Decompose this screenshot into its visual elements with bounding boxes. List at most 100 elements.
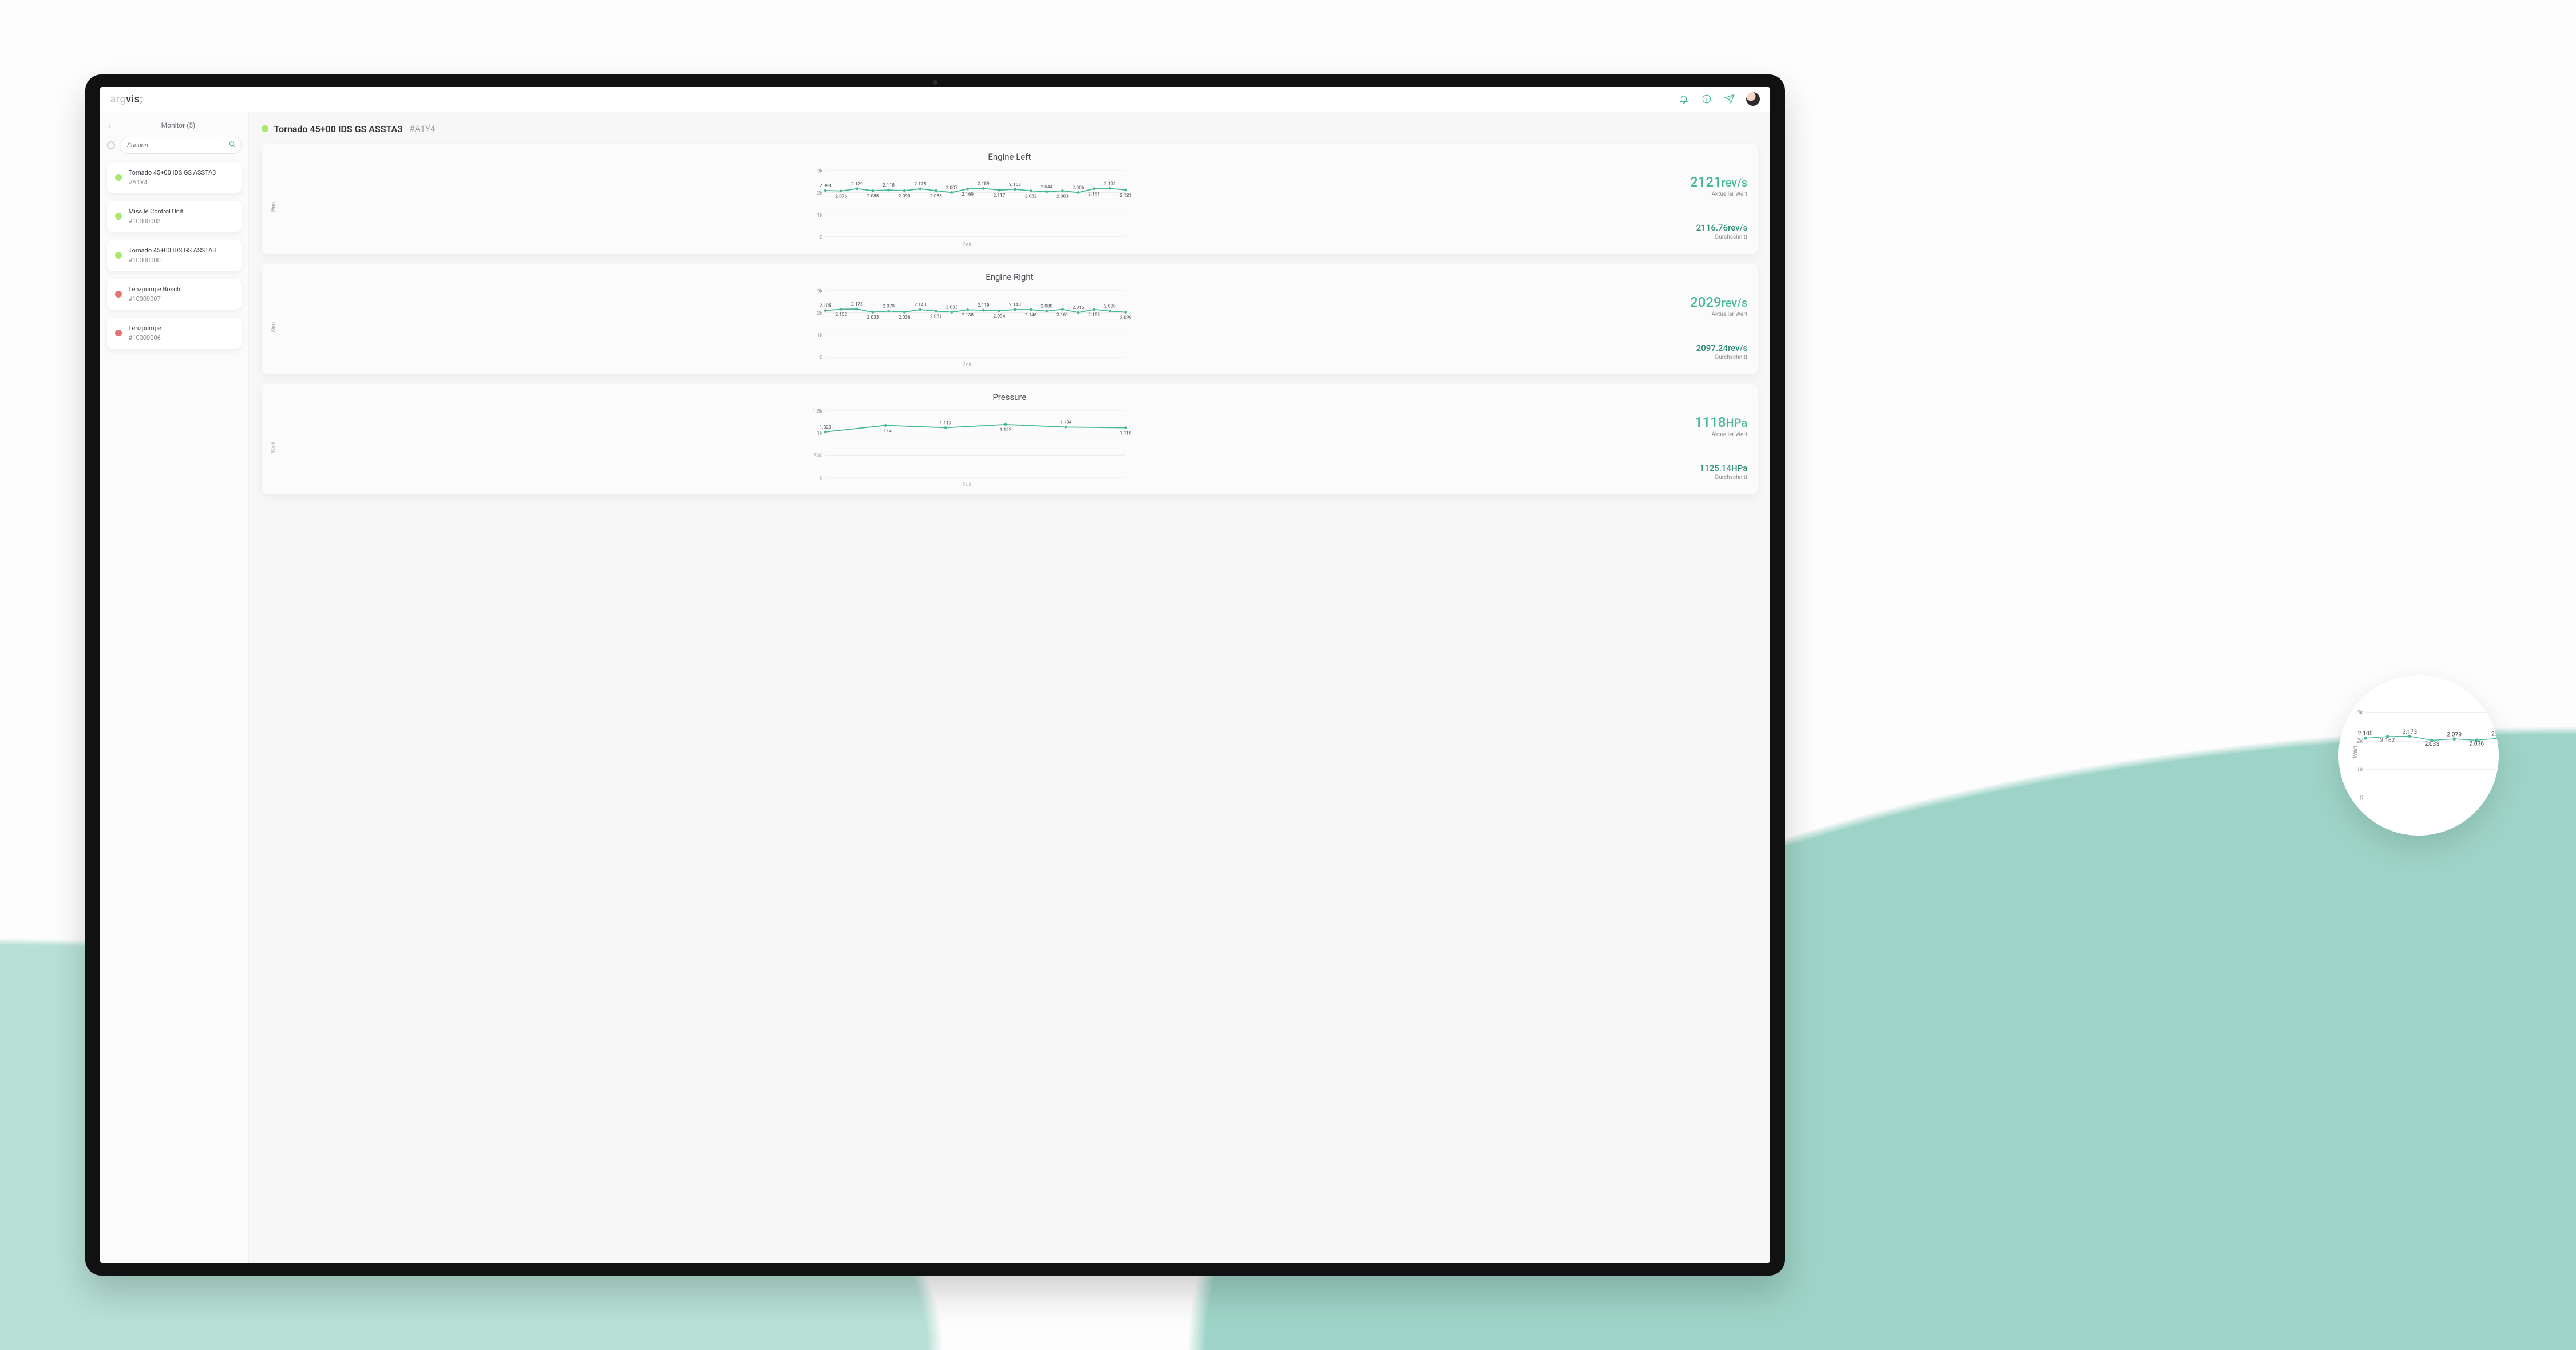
svg-text:2.080: 2.080 [1103, 303, 1115, 309]
search-input[interactable] [120, 137, 241, 153]
svg-text:2.044: 2.044 [1040, 184, 1052, 190]
sidebar-item[interactable]: Missile Control Unit #10000003 [107, 201, 242, 232]
svg-text:2.194: 2.194 [1103, 181, 1115, 187]
svg-text:2.173: 2.173 [2403, 727, 2417, 735]
card-stats: 2029rev/s Aktueller Wert 2097.24rev/s Du… [1673, 287, 1747, 368]
svg-text:2k: 2k [817, 310, 822, 316]
svg-text:2.119: 2.119 [977, 303, 989, 308]
svg-text:2.081: 2.081 [930, 314, 942, 319]
average-label: Durchschnitt [1673, 474, 1747, 481]
current-label: Aktueller Wert [1673, 431, 1747, 438]
status-dot-icon [115, 330, 122, 336]
topbar: argvis; [100, 87, 1771, 112]
search-field [120, 137, 242, 154]
sidebar-item-code: #10000007 [129, 295, 181, 303]
status-dot-icon [262, 125, 268, 132]
sidebar-item[interactable]: Lenzpumpe Bosch #10000007 [107, 279, 242, 310]
svg-text:2.105: 2.105 [2358, 730, 2373, 737]
svg-text:2.118: 2.118 [883, 183, 895, 188]
svg-text:2.173: 2.173 [851, 302, 863, 307]
svg-text:2.033: 2.033 [945, 304, 957, 310]
metric-card: Engine Left Wert 01k2k3k2.0982.0762.1792… [262, 144, 1758, 254]
current-label: Aktueller Wert [1673, 191, 1747, 197]
sidebar-item-code: #10000003 [129, 217, 183, 225]
svg-text:2.006: 2.006 [1072, 185, 1084, 191]
back-chevron-icon[interactable]: ‹ [108, 120, 111, 131]
info-icon[interactable] [1700, 93, 1713, 105]
zoom-bubble: Wert 01k2k3k2.1052.1622.1732.0332.0792.0… [2338, 675, 2499, 836]
svg-text:2.148: 2.148 [1009, 302, 1021, 308]
bubble-ylabel: Wert [2352, 746, 2359, 758]
page-title-text: Tornado 45+00 IDS GS ASSTA3 [274, 124, 403, 134]
svg-text:2.033: 2.033 [2424, 739, 2439, 747]
card-stats: 1118HPa Aktueller Wert 1125.14HPa Durchs… [1673, 407, 1747, 488]
sidebar-item[interactable]: Tornado 45+00 IDS GS ASSTA3 #A1Y4 [107, 162, 242, 193]
svg-text:2.153: 2.153 [1009, 182, 1021, 188]
filter-circle-icon[interactable] [107, 141, 115, 149]
svg-text:2.079: 2.079 [883, 303, 895, 309]
svg-text:1.172: 1.172 [879, 428, 891, 434]
chart-ylabel: Wert [271, 442, 276, 453]
chart-ylabel: Wert [271, 322, 276, 332]
current-value: 1118HPa [1673, 414, 1747, 430]
sidebar-item-name: Missile Control Unit [129, 208, 183, 215]
status-dot-icon [115, 213, 122, 220]
svg-text:2.036: 2.036 [898, 315, 910, 320]
sidebar-item-code: #10000000 [129, 256, 216, 264]
current-value: 2029rev/s [1673, 294, 1747, 310]
search-icon[interactable] [228, 140, 236, 151]
sidebar-list: Tornado 45+00 IDS GS ASSTA3 #A1Y4 Missil… [107, 162, 242, 357]
chart-wrap: Wert 05001k1.5k1.0231.1721.1191.1921.134… [272, 407, 1663, 488]
logo-part1: arg [110, 93, 126, 105]
svg-text:2.088: 2.088 [866, 193, 879, 199]
card-title: Pressure [272, 392, 1748, 402]
page-title-id: #A1Y4 [409, 124, 435, 134]
status-dot-icon [115, 174, 122, 181]
sidebar-item-name: Lenzpumpe [129, 324, 161, 332]
svg-text:2.029: 2.029 [1119, 315, 1131, 320]
svg-text:1.5k: 1.5k [812, 408, 822, 414]
chart-xlabel: Zeit [272, 362, 1663, 368]
sidebar-title: Monitor (5) [116, 121, 240, 129]
svg-text:1.134: 1.134 [1059, 419, 1071, 425]
svg-text:0: 0 [820, 474, 822, 481]
svg-text:2.146: 2.146 [1024, 312, 1036, 318]
chart-xlabel: Zeit [272, 242, 1663, 248]
sidebar: ‹ Monitor (5) Tornado 45+00 IDS GS ASSTA… [100, 112, 249, 1264]
svg-text:2.090: 2.090 [898, 193, 910, 199]
svg-text:2.098: 2.098 [819, 183, 831, 189]
metric-card: Engine Right Wert 01k2k3k2.1052.1622.173… [262, 264, 1758, 374]
card-stats: 2121rev/s Aktueller Wert 2116.76rev/s Du… [1673, 167, 1747, 248]
svg-text:2k: 2k [2356, 737, 2363, 744]
svg-text:2.015: 2.015 [1072, 305, 1084, 311]
svg-text:2.175: 2.175 [914, 181, 926, 187]
status-dot-icon [115, 252, 122, 259]
line-chart: 05001k1.5k1.0231.1721.1191.1921.1341.118 [272, 407, 1663, 481]
svg-text:2.083: 2.083 [1056, 193, 1069, 199]
sidebar-item-code: #10000006 [129, 334, 161, 342]
svg-text:2.033: 2.033 [866, 315, 879, 320]
sidebar-item-name: Tornado 45+00 IDS GS ASSTA3 [129, 247, 216, 254]
svg-text:2.007: 2.007 [945, 185, 957, 191]
avatar[interactable] [1746, 92, 1760, 106]
svg-text:3k: 3k [817, 168, 822, 174]
sidebar-item-code: #A1Y4 [129, 179, 216, 186]
svg-text:2.189: 2.189 [977, 181, 989, 187]
logo-part2: vis [126, 93, 140, 105]
page-title: Tornado 45+00 IDS GS ASSTA3 #A1Y4 [262, 124, 1758, 134]
send-icon[interactable] [1723, 93, 1736, 105]
logo-part3: ; [140, 93, 143, 105]
svg-text:2.036: 2.036 [2469, 739, 2484, 747]
svg-text:2.080: 2.080 [1040, 303, 1052, 309]
line-chart: 01k2k3k2.1052.1622.1732.0332.0792.0362.1… [272, 287, 1663, 361]
svg-text:1k: 1k [817, 332, 822, 339]
svg-text:1k: 1k [817, 430, 822, 437]
card-title: Engine Right [272, 272, 1748, 282]
tablet-frame: argvis; ‹ Monitor (5) [85, 74, 1786, 1276]
sidebar-item[interactable]: Lenzpumpe #10000006 [107, 318, 242, 349]
metric-card: Pressure Wert 05001k1.5k1.0231.1721.1191… [262, 384, 1758, 494]
sidebar-item[interactable]: Tornado 45+00 IDS GS ASSTA3 #10000000 [107, 240, 242, 271]
svg-text:2.094: 2.094 [993, 314, 1005, 319]
bell-icon[interactable] [1677, 93, 1690, 105]
svg-text:2.088: 2.088 [930, 193, 942, 199]
